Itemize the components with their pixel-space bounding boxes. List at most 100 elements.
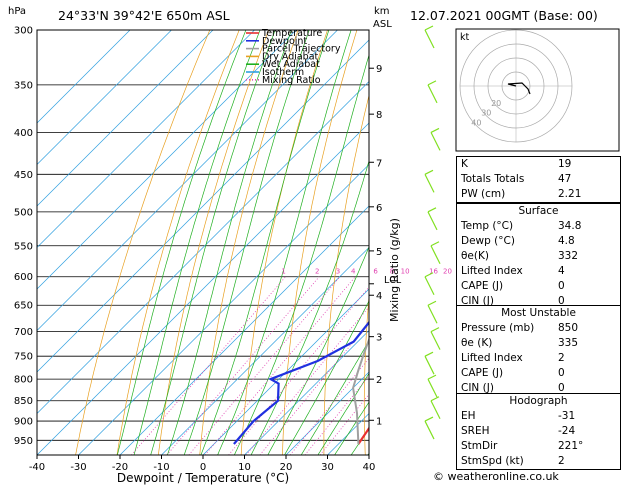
wet-adiabat: [300, 340, 369, 455]
wind-barb-flag: [427, 300, 437, 306]
isotherm: [37, 39, 369, 373]
mixing-ratio-labels: 12346810162025: [281, 268, 466, 276]
wind-barb-flag: [430, 241, 440, 247]
wind-barb: [424, 420, 435, 440]
wet-adiabat: [167, 30, 292, 455]
pressure-tick-label: 900: [14, 417, 33, 428]
wind-barb: [427, 304, 438, 324]
dry-adiabat: [323, 93, 369, 455]
height-tick-label: 3: [376, 333, 382, 344]
wind-barb: [427, 84, 438, 104]
hodograph-ring-label: 30: [481, 109, 491, 118]
pressure-tick-label: 950: [14, 436, 33, 447]
wind-barb-flag: [424, 416, 434, 422]
isotherm: [37, 30, 172, 165]
x-tick-label: 40: [363, 462, 376, 473]
surface-row: Temp (°C) 34.8: [461, 220, 582, 232]
wet-adiabat: [116, 30, 247, 455]
height-tick-label: 2: [376, 375, 382, 386]
mixing-ratio-line: [204, 276, 356, 455]
plot-frame: [36, 29, 370, 456]
pressure-tick-label: 800: [14, 375, 33, 386]
pressure-axis: 300 350 400 450 500 550 600 650 700 750 800 850 900 9…: [14, 26, 33, 447]
surface-row: Lifted Index 4: [461, 264, 565, 277]
isotherm: [202, 288, 369, 455]
wind-barb-flag: [424, 272, 434, 278]
x-axis-label: Dewpoint / Temperature (°C): [117, 471, 289, 485]
mu-row: CIN (J) 0: [461, 381, 565, 394]
hodo-row: StmSpd (kt) 2: [461, 454, 565, 467]
mixing-ratio-line: [131, 276, 286, 455]
x-tick-label: 20: [280, 462, 293, 473]
height-tick-label: 1: [376, 416, 382, 427]
pressure-tick-label: 500: [14, 207, 33, 218]
wind-barb: [424, 174, 435, 193]
temperature-axis: -40 -30 -20 -10 0 10 20 30 40: [29, 455, 376, 473]
x-tick-label: 30: [321, 462, 334, 473]
height-tick-label: 8: [376, 110, 382, 121]
wind-barb: [424, 355, 435, 375]
lcl-label: LCL: [384, 275, 402, 286]
mixing-ratio-line: [245, 306, 369, 455]
indices-box: K 19 Totals Totals 47 PW (cm) 2.21: [456, 156, 621, 203]
height-tick-label: 5: [376, 247, 382, 258]
mixing-ratio-label: 20: [443, 268, 452, 276]
mixing-ratio-label: 16: [429, 268, 438, 276]
isotherm: [285, 371, 369, 455]
isotherm: [37, 81, 369, 414]
wind-barb-flag: [424, 169, 434, 175]
x-tick-label: -10: [153, 462, 169, 473]
hodograph-stats-title: Hodograph: [509, 395, 568, 407]
surface-title: Surface: [518, 205, 559, 217]
most-unstable-box: Most Unstable Pressure (mb) 850 θe (K) 335…: [456, 305, 621, 397]
surface-row: Dewp (°C) 4.8: [461, 234, 575, 247]
height-tick-label: 6: [376, 203, 382, 214]
x-tick-label: -30: [70, 462, 86, 473]
wind-barb: [427, 211, 438, 231]
wet-adiabat: [267, 245, 369, 455]
mixing-ratio-label: 8: [390, 268, 394, 276]
height-tick-label: 7: [376, 158, 382, 169]
hodo-row: SREH -24: [461, 424, 576, 437]
profile-dewpoint: [233, 320, 369, 445]
pressure-tick-label: 350: [14, 80, 33, 91]
dry-adiabat: [240, 30, 328, 455]
x-tick-label: -40: [29, 462, 45, 473]
legend-entry: Temperature: [261, 28, 322, 39]
pressure-tick-label: 300: [14, 26, 33, 37]
mu-row: θe (K) 335: [461, 336, 579, 349]
wind-barb-flag: [430, 327, 440, 333]
x-tick-label: -20: [112, 462, 128, 473]
hodo-row: EH -31: [461, 410, 576, 422]
mu-row: Lifted Index 2: [461, 351, 565, 364]
dry-adiabat: [158, 30, 269, 455]
wind-barb: [430, 132, 441, 151]
wet-adiabat: [317, 372, 369, 455]
pressure-tick-label: 450: [14, 170, 33, 181]
hodograph-trace: [507, 82, 531, 95]
legend-entry: Isotherm: [262, 67, 304, 78]
wind-barb-flag: [424, 351, 434, 357]
mixing-ratio-label: 1: [281, 268, 285, 276]
dry-adiabat: [404, 30, 446, 455]
x-tick-label: 0: [200, 462, 206, 473]
mu-row: Pressure (mb) 850: [461, 322, 579, 334]
legend-entry: Dry Adiabat: [262, 51, 319, 62]
mixing-ratio-label: 10: [401, 268, 410, 276]
legend-entry: Dewpoint: [262, 36, 307, 47]
surface-row: CIN (J) 0: [461, 294, 565, 307]
isotherm: [37, 30, 131, 124]
wind-barb-flag: [427, 374, 437, 380]
pw-row: PW (cm) 2.21: [461, 187, 582, 200]
wind-barb: [430, 400, 441, 419]
hodograph-ring-label: 20: [491, 99, 501, 108]
dry-adiabat: [116, 30, 240, 455]
legend-entry: Mixing Ratio: [262, 75, 321, 86]
height-axis: 1 2 3 4 5 6 7 8 9: [369, 64, 382, 427]
isotherm: [37, 30, 214, 207]
pressure-tick-label: 600: [14, 272, 33, 283]
location-title: 24°33'N 39°42'E 650m ASL: [58, 8, 230, 23]
legend-entry: Wet Adiabat: [262, 59, 320, 70]
wind-barb: [430, 331, 441, 350]
